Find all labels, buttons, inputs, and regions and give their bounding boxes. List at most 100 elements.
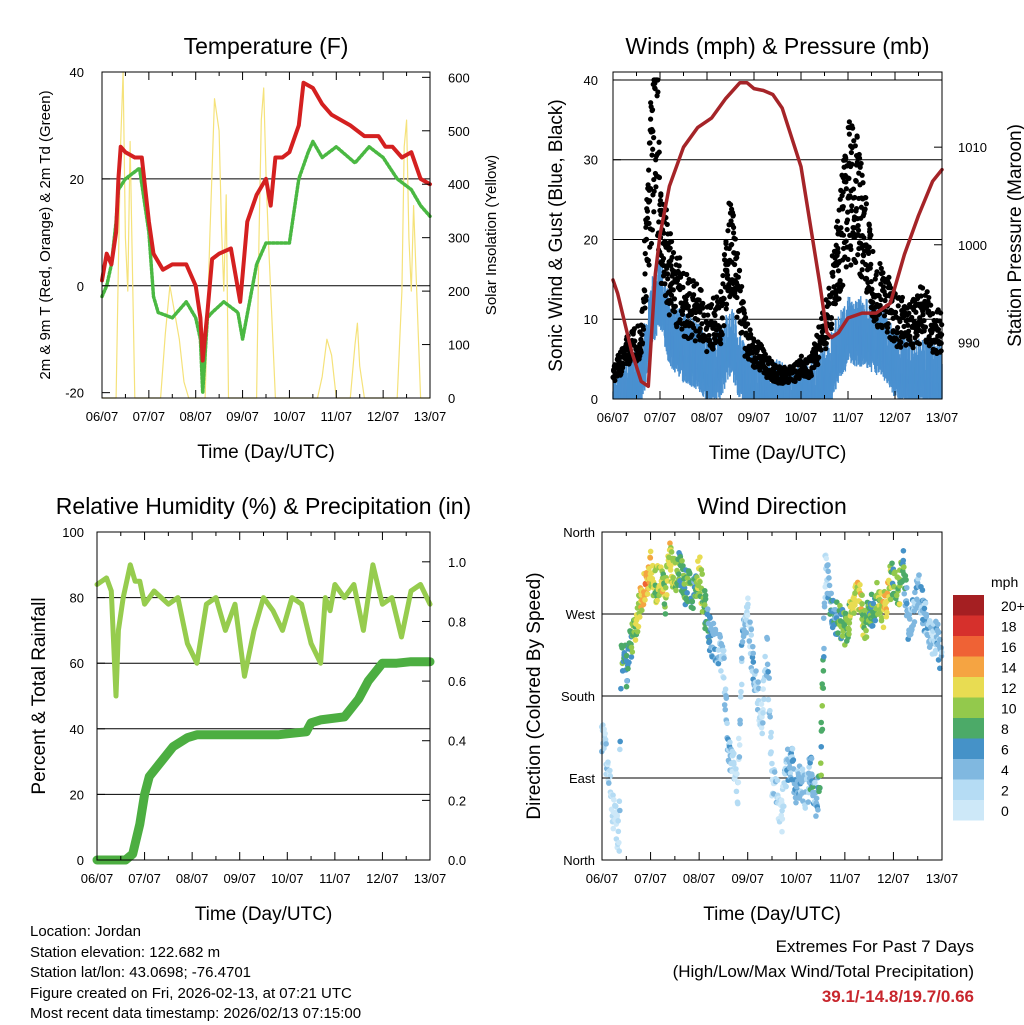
y-tick-label: South — [561, 689, 595, 704]
x-tick-label: 06/07 — [586, 871, 619, 886]
direction-point — [639, 607, 645, 614]
direction-point — [701, 602, 708, 608]
direction-point — [718, 668, 724, 674]
direction-point — [755, 685, 762, 692]
direction-point — [859, 592, 865, 598]
colorbar-swatch — [953, 738, 984, 759]
direction-point — [617, 807, 623, 814]
x-tick-label: 08/07 — [179, 409, 212, 424]
chart-title: Winds (mph) & Pressure (mb) — [625, 33, 929, 59]
colorbar-label: 4 — [1001, 762, 1009, 778]
gust-point — [845, 209, 851, 215]
x-tick-label: 13/07 — [414, 871, 447, 886]
gust-point — [648, 100, 654, 106]
direction-point — [768, 749, 774, 755]
gust-point — [668, 238, 675, 245]
direction-point — [893, 592, 900, 599]
gust-point — [655, 77, 661, 83]
direction-point — [626, 659, 632, 666]
gust-point — [909, 314, 915, 321]
gust-point — [836, 296, 842, 302]
x-tick-label: 13/07 — [414, 409, 447, 424]
direction-point — [872, 617, 879, 624]
gust-point — [816, 354, 822, 361]
y-tick-label: West — [566, 607, 596, 622]
direction-point — [837, 602, 843, 609]
direction-point — [750, 650, 757, 657]
x-tick-label: 08/07 — [683, 871, 716, 886]
gust-point — [848, 246, 854, 252]
y-tick-label: 0 — [77, 853, 84, 868]
gust-point — [717, 324, 723, 330]
direction-point — [768, 729, 774, 736]
gust-point — [646, 220, 652, 226]
direction-point — [808, 755, 815, 762]
direction-point — [615, 828, 622, 835]
gust-point — [838, 225, 844, 231]
direction-point — [764, 661, 771, 668]
gust-point — [844, 217, 851, 223]
y2-tick-label: 100 — [448, 338, 470, 353]
gust-point — [732, 236, 738, 242]
x-tick-label: 11/07 — [832, 410, 864, 425]
gust-point — [697, 326, 703, 332]
gust-point — [669, 254, 675, 260]
colorbar-swatch — [953, 718, 984, 739]
gust-point — [868, 278, 874, 285]
direction-point — [817, 760, 824, 766]
gust-point — [751, 338, 757, 344]
plot-frame — [612, 71, 943, 400]
gust-point — [734, 254, 740, 261]
direction-point — [779, 828, 785, 835]
gust-point — [877, 260, 883, 267]
gust-point — [656, 174, 663, 181]
direction-point — [686, 570, 693, 577]
gust-point — [708, 302, 715, 308]
gust-point — [859, 172, 865, 178]
y2-tick-label: 0 — [448, 391, 455, 406]
direction-point — [612, 803, 619, 810]
gust-point — [664, 263, 670, 269]
direction-point — [857, 581, 863, 588]
direction-point — [826, 575, 832, 581]
direction-point — [774, 777, 781, 784]
gust-point — [739, 329, 745, 335]
x-axis-label: Time (Day/UTC) — [197, 442, 335, 463]
y2-tick-label: 400 — [448, 177, 470, 192]
gust-point — [926, 333, 932, 340]
direction-point — [880, 624, 887, 631]
gust-point — [647, 140, 653, 146]
gust-point — [638, 349, 644, 355]
y-tick-label: 0 — [77, 279, 84, 294]
series-total-precipitation — [92, 657, 435, 865]
direction-point — [704, 606, 711, 612]
direction-point — [724, 720, 730, 727]
gust-point — [691, 292, 697, 298]
gust-point — [734, 250, 741, 257]
gust-point — [723, 238, 729, 245]
direction-point — [759, 730, 766, 737]
direction-point — [748, 626, 755, 633]
gust-point — [664, 271, 671, 277]
extremes-heading: Extremes For Past 7 Days — [775, 937, 974, 956]
gust-point — [730, 224, 737, 231]
plot-frame — [601, 531, 943, 861]
direction-point — [710, 620, 717, 627]
direction-point — [779, 807, 785, 814]
direction-point — [758, 701, 765, 707]
gust-point — [656, 149, 662, 155]
gust-point — [849, 208, 855, 214]
direction-point — [602, 730, 608, 737]
direction-point — [818, 772, 824, 779]
gust-point — [724, 272, 731, 278]
direction-point — [617, 746, 623, 753]
gust-point — [679, 326, 685, 332]
gust-point — [834, 218, 841, 224]
direction-point — [737, 694, 744, 700]
x-tick-label: 10/07 — [271, 871, 304, 886]
direction-point — [767, 714, 773, 720]
gust-point — [849, 203, 855, 209]
x-tick-label: 10/07 — [780, 871, 813, 886]
gust-point — [835, 268, 842, 274]
gust-point — [651, 188, 657, 194]
